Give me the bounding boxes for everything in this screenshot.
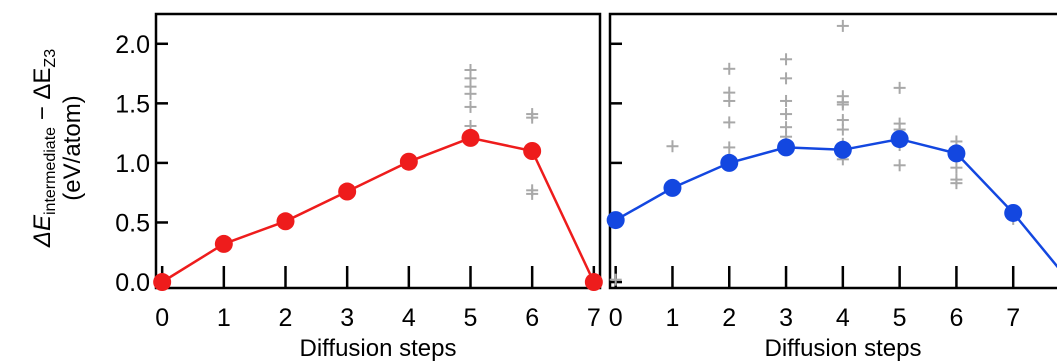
x-tick-label: 3: [779, 304, 793, 332]
right-series: [606, 130, 1057, 269]
scatter-plus-marker: [609, 273, 622, 286]
series-point: [214, 234, 233, 253]
scatter-plus-marker: [950, 177, 963, 190]
series-line: [615, 137, 1057, 269]
scatter-plus-marker: [893, 81, 906, 94]
series-point: [833, 140, 852, 159]
series-point: [777, 138, 796, 157]
left-x-ticks: 0 1 2 3 4 5 6 7: [155, 266, 601, 332]
y-tick-label: 0.0: [115, 269, 150, 297]
y-tick-label: 1.5: [115, 90, 150, 118]
y-tick-label: 1.0: [115, 150, 150, 178]
x-tick-label: 0: [609, 304, 623, 332]
x-tick-label: 2: [722, 304, 736, 332]
right-y-ticks: [610, 42, 622, 284]
x-tick-label: 7: [587, 304, 601, 332]
scatter-plus-marker: [464, 87, 477, 100]
scatter-plus-marker: [950, 161, 963, 174]
series-point: [947, 144, 966, 163]
y-axis-title: ΔEintermediate − ΔEZ3 (eV/atom): [29, 49, 86, 248]
scatter-plus-marker: [780, 94, 793, 107]
series-point: [606, 211, 625, 230]
scatter-plus-marker: [723, 94, 736, 107]
series-point: [153, 273, 172, 292]
series-point: [399, 152, 418, 171]
scatter-plus-marker: [666, 140, 679, 153]
x-tick-label: 1: [217, 304, 231, 332]
right-x-axis-title: Diffusion steps: [765, 335, 922, 361]
series-point: [523, 142, 542, 160]
x-tick-label: 7: [1006, 304, 1020, 332]
x-tick-label: 5: [464, 304, 478, 332]
ylabel-sub2: Z3: [42, 49, 59, 68]
scatter-plus-marker: [723, 62, 736, 75]
x-tick-label: 0: [155, 304, 169, 332]
scatter-plus-marker: [836, 98, 849, 111]
ylabel-dash: − ΔE: [29, 68, 56, 127]
ylabel-sub1: intermediate: [42, 127, 59, 215]
scatter-plus-marker: [836, 123, 849, 136]
ylabel-main: ΔE: [29, 214, 56, 248]
right-panel-frame: [608, 12, 1057, 290]
scatter-plus-marker: [723, 116, 736, 129]
series-point: [276, 212, 295, 231]
scatter-plus-marker: [780, 53, 793, 66]
scatter-plus-marker: [893, 159, 906, 172]
left-panel: 0.0 0.5 1.0 1.5 2.0 0 1 2 3 4 5 6 7 Diffusion steps: [115, 12, 603, 361]
left-panel-frame: [154, 12, 602, 290]
right-x-ticks: 012345678: [609, 266, 1020, 332]
x-tick-label: 2: [279, 304, 293, 332]
scatter-plus-marker: [780, 72, 793, 85]
y-axis-title-line1: ΔEintermediate − ΔEZ3: [29, 49, 59, 248]
series-point: [338, 182, 357, 201]
x-tick-label: 6: [525, 304, 539, 332]
left-y-ticks: 0.0 0.5 1.0 1.5 2.0: [115, 31, 168, 297]
y-tick-label: 2.0: [115, 31, 150, 59]
y-tick-label: 0.5: [115, 209, 150, 237]
scatter-plus-marker: [780, 108, 793, 121]
ylabel-units: (eV/atom): [59, 95, 86, 200]
scatter-plus-marker: [836, 19, 849, 32]
x-tick-label: 6: [949, 304, 963, 332]
x-tick-label: 4: [836, 304, 850, 332]
x-tick-label: 1: [666, 304, 680, 332]
series-point: [890, 130, 909, 149]
x-tick-label: 3: [340, 304, 354, 332]
x-tick-label: 5: [893, 304, 907, 332]
x-tick-label: 4: [402, 304, 416, 332]
scatter-plus-marker: [526, 111, 539, 124]
left-series: [153, 128, 603, 292]
scatter-plus-marker: [464, 100, 477, 113]
series-point: [663, 178, 682, 197]
scatter-plus-marker: [526, 187, 539, 200]
series-point: [584, 273, 603, 292]
series-line: [161, 136, 595, 284]
right-panel: 012345678 Diffusion steps: [606, 12, 1057, 361]
series-point: [461, 128, 480, 147]
series-point: [720, 153, 739, 172]
left-x-axis-title: Diffusion steps: [300, 335, 457, 361]
scatter-plus-marker: [723, 141, 736, 154]
series-point: [1004, 203, 1023, 222]
